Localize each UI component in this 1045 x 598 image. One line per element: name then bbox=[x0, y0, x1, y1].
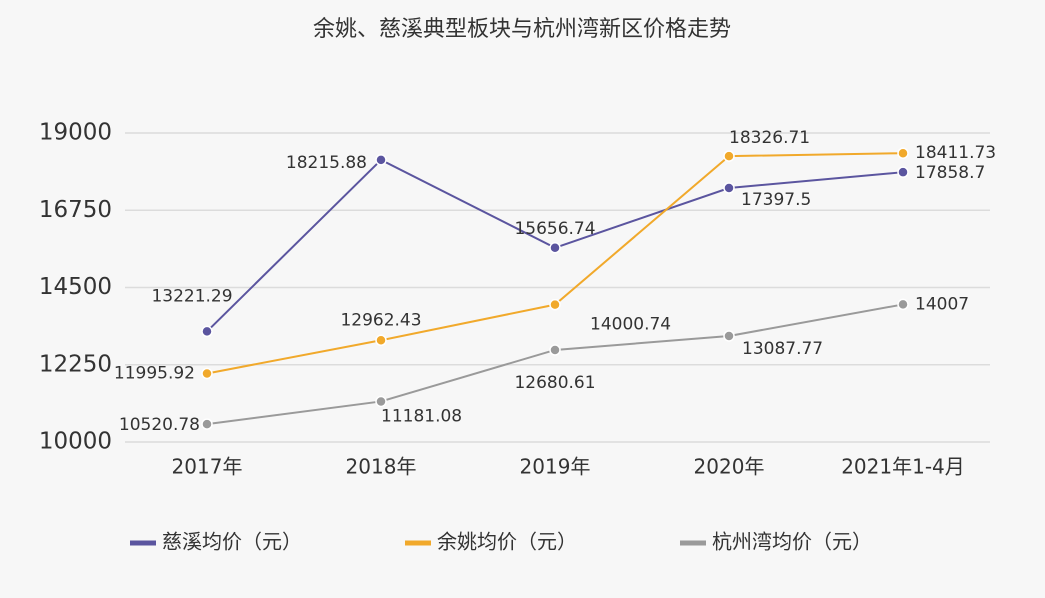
data-point bbox=[375, 154, 387, 166]
x-tick-label: 2017年 bbox=[172, 455, 243, 479]
data-point bbox=[897, 298, 909, 311]
data-point bbox=[723, 182, 735, 194]
chart-title: 余姚、慈溪典型板块与杭州湾新区价格走势 bbox=[313, 17, 731, 42]
data-label: 14007 bbox=[915, 294, 969, 314]
data-point bbox=[549, 344, 561, 356]
y-tick-label: 19000 bbox=[39, 120, 112, 146]
y-tick-label: 12250 bbox=[39, 351, 112, 377]
data-point bbox=[375, 334, 387, 347]
y-tick-label: 14500 bbox=[39, 274, 112, 300]
x-tick-label: 2019年 bbox=[520, 455, 591, 479]
data-point bbox=[549, 242, 561, 254]
data-label: 11995.92 bbox=[114, 363, 195, 383]
legend-label: 慈溪均价（元） bbox=[162, 530, 302, 554]
data-label: 13087.77 bbox=[742, 339, 823, 359]
legend-label: 余姚均价（元） bbox=[437, 530, 577, 554]
data-point bbox=[201, 325, 213, 338]
x-tick-label: 2018年 bbox=[346, 455, 417, 479]
data-point bbox=[375, 395, 387, 408]
x-tick-label: 2020年 bbox=[694, 455, 765, 479]
data-label: 11181.08 bbox=[381, 406, 462, 426]
data-point bbox=[201, 418, 213, 430]
x-tick-label: 2021年1-4月 bbox=[841, 455, 965, 479]
data-label: 12962.43 bbox=[340, 310, 421, 330]
y-tick-label: 10000 bbox=[39, 429, 112, 455]
data-point bbox=[897, 166, 909, 178]
data-label: 10520.78 bbox=[119, 415, 200, 435]
data-label: 13221.29 bbox=[151, 286, 232, 306]
data-point bbox=[201, 367, 213, 380]
data-label: 18411.73 bbox=[915, 143, 996, 163]
y-tick-label: 16750 bbox=[39, 197, 112, 223]
data-label: 12680.61 bbox=[514, 373, 595, 393]
data-point bbox=[897, 147, 909, 159]
data-label: 17858.7 bbox=[915, 163, 985, 183]
data-label: 18326.71 bbox=[729, 128, 810, 148]
data-point bbox=[549, 298, 561, 311]
data-label: 15656.74 bbox=[514, 219, 595, 239]
data-point bbox=[723, 330, 735, 342]
data-label: 18215.88 bbox=[286, 153, 367, 173]
data-point bbox=[723, 150, 735, 162]
legend-label: 杭州湾均价（元） bbox=[712, 530, 872, 554]
data-label: 14000.74 bbox=[590, 315, 671, 335]
data-label: 17397.5 bbox=[741, 190, 811, 210]
